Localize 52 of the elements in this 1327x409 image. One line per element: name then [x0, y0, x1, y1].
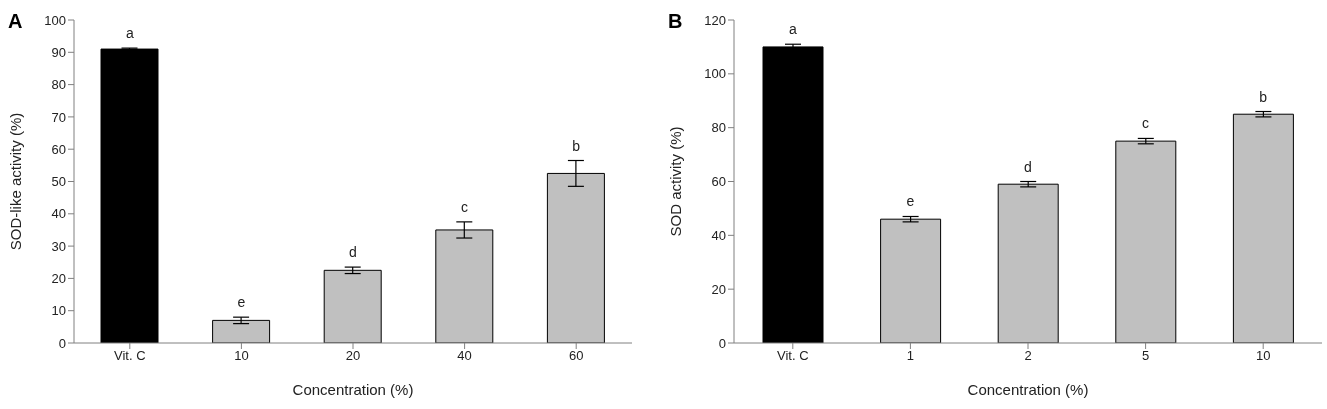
bar — [880, 218, 942, 343]
y-axis-title: SOD-like activity (%) — [7, 112, 25, 251]
y-tick-label: 20 — [51, 271, 66, 287]
x-tick-label: 10 — [234, 348, 249, 364]
annotation: d — [1024, 158, 1032, 175]
x-tick-label: 1 — [906, 348, 915, 364]
x-tick-label: 60 — [568, 348, 584, 364]
y-tick-label: 100 — [44, 12, 66, 28]
y-tick-label: 50 — [51, 174, 66, 190]
x-tick-label: 20 — [345, 348, 361, 364]
y-tick-label: 60 — [51, 141, 66, 157]
annotation: e — [237, 294, 246, 311]
chart-title: A — [8, 10, 23, 33]
y-tick-label: 100 — [704, 66, 726, 82]
x-tick-label: Vit. C — [114, 348, 146, 364]
annotation: e — [906, 193, 915, 210]
y-tick-label: 90 — [51, 44, 66, 60]
chart-title: B — [668, 10, 683, 33]
y-tick-label: 0 — [58, 335, 66, 351]
y-tick-label: 80 — [711, 120, 726, 136]
y-axis-title: SOD activity (%) — [667, 126, 685, 237]
y-tick-label: 70 — [51, 109, 66, 125]
annotation: b — [1259, 88, 1268, 105]
bar — [100, 48, 159, 343]
x-axis-title: Concentration (%) — [967, 381, 1089, 398]
y-tick-label: 40 — [51, 206, 66, 222]
y-tick-label: 0 — [718, 335, 726, 351]
y-tick-label: 80 — [51, 77, 66, 93]
y-tick-label: 40 — [711, 227, 726, 243]
x-tick-label: 5 — [1141, 348, 1150, 364]
annotation: a — [125, 25, 134, 42]
bar — [1115, 140, 1177, 343]
annotation: d — [349, 244, 357, 261]
bar — [762, 46, 824, 343]
x-tick-label: Vit. C — [777, 348, 809, 364]
annotation: a — [788, 21, 797, 38]
annotation: b — [572, 137, 581, 154]
bar — [212, 319, 271, 343]
y-tick-label: 20 — [711, 281, 726, 297]
y-tick-label: 30 — [51, 238, 66, 254]
x-tick-label: 2 — [1024, 348, 1032, 364]
y-tick-label: 60 — [711, 174, 726, 190]
bar — [1232, 113, 1294, 343]
bar — [997, 183, 1059, 343]
annotation: c — [461, 198, 469, 215]
bar — [323, 269, 382, 343]
x-tick-label: 10 — [1255, 348, 1271, 364]
y-tick-label: 120 — [704, 12, 726, 28]
x-axis-title: Concentration (%) — [292, 381, 414, 398]
x-tick-label: 40 — [457, 348, 472, 364]
annotation: c — [1142, 115, 1150, 132]
y-tick-label: 10 — [51, 303, 66, 319]
